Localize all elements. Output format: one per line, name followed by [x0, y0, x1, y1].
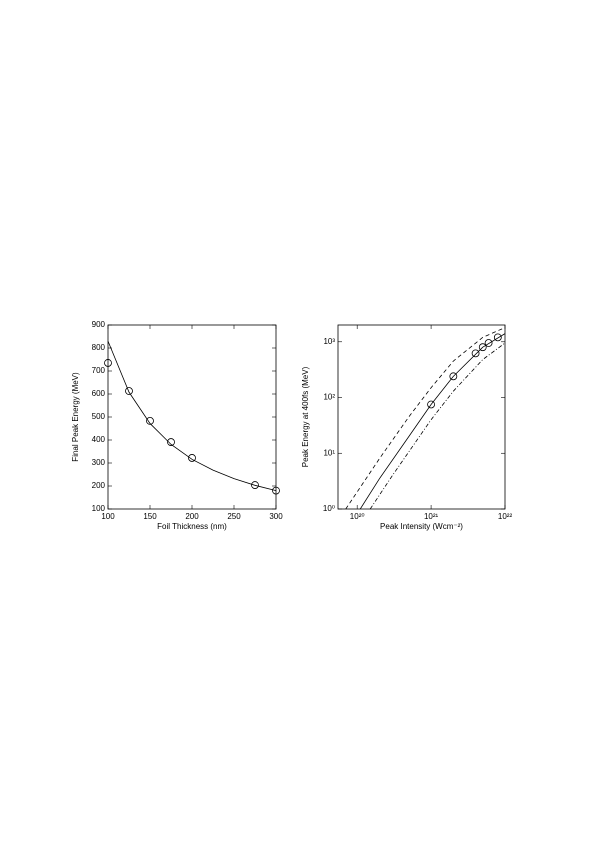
marker	[427, 400, 435, 409]
x-axis-label: Peak Intensity (Wcm⁻²)	[380, 522, 463, 531]
axes-box	[107, 324, 277, 510]
x-tick-label: 100	[101, 512, 115, 521]
y-tick-label: 10²	[323, 393, 335, 402]
y-axis-label: Final Peak Energy (MeV)	[71, 372, 80, 462]
marker	[188, 454, 196, 462]
x-tick-label: 150	[143, 512, 157, 521]
y-tick-label: 10¹	[323, 448, 335, 457]
y-axis-label: Peak Energy at 400fs (MeV)	[301, 366, 310, 467]
marker	[125, 387, 133, 395]
curve	[369, 342, 506, 510]
y-tick-label: 10³	[323, 337, 335, 346]
y-tick-label: 300	[92, 458, 106, 467]
marker	[493, 333, 502, 342]
marker	[251, 481, 259, 489]
x-tick-label: 10²¹	[424, 512, 439, 521]
x-tick-label: 10²²	[498, 512, 513, 521]
x-tick-label: 300	[269, 512, 283, 521]
curve	[359, 333, 506, 510]
marker	[167, 438, 175, 446]
y-tick-label: 900	[92, 320, 106, 329]
y-tick-label: 600	[92, 389, 106, 398]
curve	[345, 327, 506, 510]
x-tick-label: 200	[185, 512, 199, 521]
y-tick-label: 700	[92, 366, 106, 375]
x-tick-label: 250	[227, 512, 241, 521]
marker	[146, 417, 154, 425]
marker	[104, 359, 112, 367]
y-tick-label: 400	[92, 435, 106, 444]
y-tick-label: 800	[92, 343, 106, 352]
marker	[484, 339, 493, 347]
x-axis-label: Foil Thickness (nm)	[157, 522, 227, 531]
x-tick-label: 10²⁰	[350, 512, 365, 521]
curve	[107, 340, 277, 491]
y-tick-label: 500	[92, 412, 106, 421]
axes-box	[337, 324, 506, 510]
marker	[471, 349, 480, 358]
y-tick-label: 100	[92, 504, 106, 513]
y-tick-label: 200	[92, 481, 106, 490]
marker	[478, 343, 487, 352]
marker	[272, 486, 280, 495]
y-tick-label: 10⁰	[323, 504, 335, 513]
marker	[449, 372, 458, 381]
